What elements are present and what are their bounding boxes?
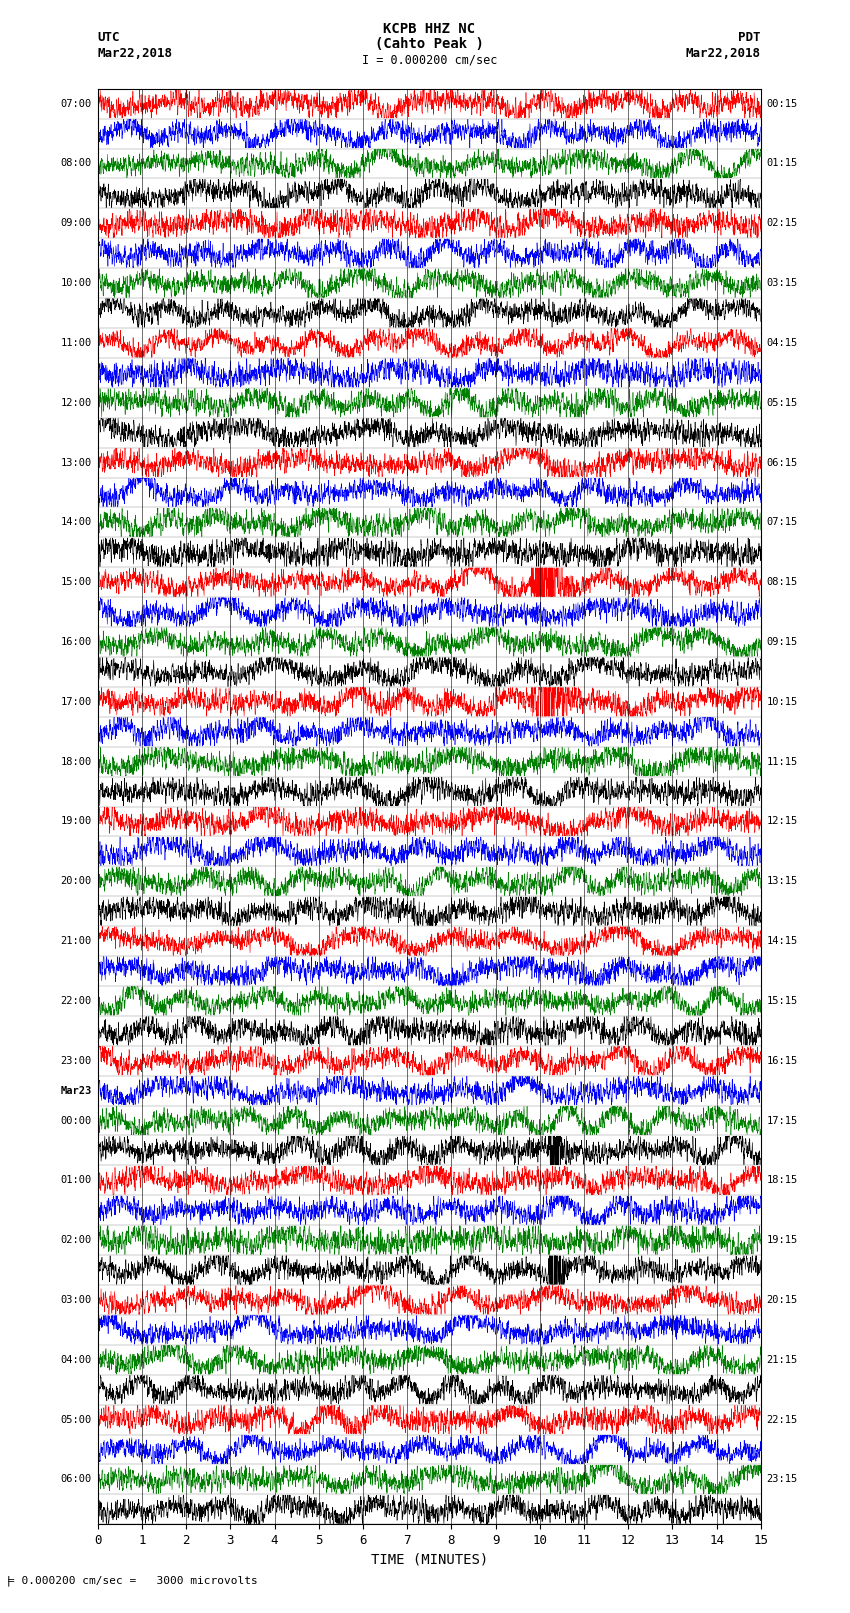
Text: 02:00: 02:00: [60, 1236, 92, 1245]
Text: 15:15: 15:15: [767, 995, 798, 1007]
Text: 04:15: 04:15: [767, 339, 798, 348]
Text: Mar23: Mar23: [60, 1086, 92, 1095]
Text: 11:00: 11:00: [60, 339, 92, 348]
Text: 23:15: 23:15: [767, 1474, 798, 1484]
Text: Mar22,2018: Mar22,2018: [686, 47, 761, 60]
Text: 07:00: 07:00: [60, 98, 92, 108]
Text: 04:00: 04:00: [60, 1355, 92, 1365]
Text: 08:00: 08:00: [60, 158, 92, 168]
Text: 18:15: 18:15: [767, 1176, 798, 1186]
Text: 12:15: 12:15: [767, 816, 798, 826]
X-axis label: TIME (MINUTES): TIME (MINUTES): [371, 1553, 488, 1566]
Text: 10:00: 10:00: [60, 277, 92, 289]
Text: 00:00: 00:00: [60, 1116, 92, 1126]
Text: 13:00: 13:00: [60, 458, 92, 468]
Text: 03:00: 03:00: [60, 1295, 92, 1305]
Text: 05:15: 05:15: [767, 398, 798, 408]
Text: 17:15: 17:15: [767, 1116, 798, 1126]
Text: I = 0.000200 cm/sec: I = 0.000200 cm/sec: [361, 53, 497, 66]
Text: 21:00: 21:00: [60, 936, 92, 947]
Text: 10:15: 10:15: [767, 697, 798, 706]
Text: 13:15: 13:15: [767, 876, 798, 886]
Text: 14:00: 14:00: [60, 518, 92, 527]
Text: 09:15: 09:15: [767, 637, 798, 647]
Text: 16:00: 16:00: [60, 637, 92, 647]
Text: 07:15: 07:15: [767, 518, 798, 527]
Text: 19:15: 19:15: [767, 1236, 798, 1245]
Text: KCPB HHZ NC: KCPB HHZ NC: [383, 23, 475, 35]
Text: 09:00: 09:00: [60, 218, 92, 229]
Text: 08:15: 08:15: [767, 577, 798, 587]
Text: 20:00: 20:00: [60, 876, 92, 886]
Text: 00:15: 00:15: [767, 98, 798, 108]
Text: 01:15: 01:15: [767, 158, 798, 168]
Text: 05:00: 05:00: [60, 1415, 92, 1424]
Text: 15:00: 15:00: [60, 577, 92, 587]
Text: 22:15: 22:15: [767, 1415, 798, 1424]
Text: 01:00: 01:00: [60, 1176, 92, 1186]
Text: 06:15: 06:15: [767, 458, 798, 468]
Text: 02:15: 02:15: [767, 218, 798, 229]
Text: 17:00: 17:00: [60, 697, 92, 706]
Text: = 0.000200 cm/sec =   3000 microvolts: = 0.000200 cm/sec = 3000 microvolts: [8, 1576, 258, 1586]
Text: ❘: ❘: [4, 1574, 12, 1587]
Text: 22:00: 22:00: [60, 995, 92, 1007]
Text: 18:00: 18:00: [60, 756, 92, 766]
Text: UTC: UTC: [98, 31, 120, 44]
Text: 16:15: 16:15: [767, 1057, 798, 1066]
Text: 23:00: 23:00: [60, 1057, 92, 1066]
Text: 11:15: 11:15: [767, 756, 798, 766]
Text: Mar22,2018: Mar22,2018: [98, 47, 173, 60]
Text: 03:15: 03:15: [767, 277, 798, 289]
Text: 21:15: 21:15: [767, 1355, 798, 1365]
Text: 14:15: 14:15: [767, 936, 798, 947]
Text: 20:15: 20:15: [767, 1295, 798, 1305]
Text: 19:00: 19:00: [60, 816, 92, 826]
Text: 06:00: 06:00: [60, 1474, 92, 1484]
Text: 12:00: 12:00: [60, 398, 92, 408]
Text: PDT: PDT: [739, 31, 761, 44]
Text: (Cahto Peak ): (Cahto Peak ): [375, 37, 484, 50]
